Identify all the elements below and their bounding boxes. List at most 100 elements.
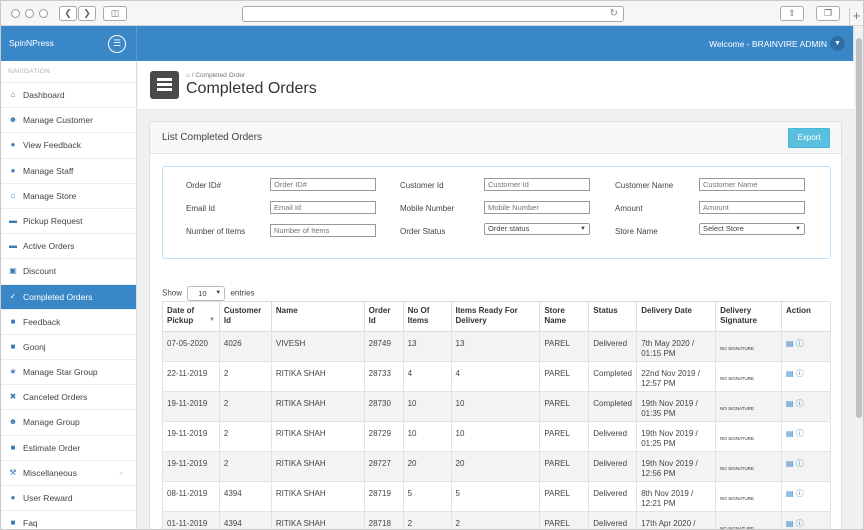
cell-value: 4394 bbox=[223, 519, 242, 528]
column-header[interactable]: Items Ready For Delivery bbox=[450, 301, 541, 332]
customer-name-input[interactable] bbox=[699, 178, 805, 191]
column-header[interactable]: No Of Items bbox=[402, 301, 452, 332]
cell-value: 28727 bbox=[368, 459, 391, 468]
mobile-number-input[interactable] bbox=[484, 201, 590, 214]
sidebar-item-canceled-orders[interactable]: ✖ Canceled Orders bbox=[1, 385, 136, 411]
sidebar-item-label: Faq bbox=[23, 518, 38, 529]
email-id-input[interactable] bbox=[270, 201, 376, 214]
scrollbar-thumb[interactable] bbox=[856, 38, 862, 418]
back-icon[interactable]: ❮ bbox=[59, 6, 77, 21]
table-cell: 2 bbox=[218, 361, 272, 392]
cell-value: 19th Nov 2019 / 01:25 PM bbox=[641, 429, 698, 448]
brand-name[interactable]: SpinNPress bbox=[9, 38, 54, 48]
cell-value: 2 bbox=[223, 429, 229, 438]
view-list-icon[interactable]: ▤ bbox=[785, 519, 796, 528]
cell-value: PAREL bbox=[544, 519, 570, 528]
info-icon[interactable]: ⓘ bbox=[795, 519, 804, 528]
store-name-select[interactable]: Select Store ▼ bbox=[699, 223, 805, 235]
panel-title: List Completed Orders bbox=[162, 132, 263, 143]
sort-desc-icon[interactable]: ▼ bbox=[208, 317, 215, 323]
view-list-icon[interactable]: ▤ bbox=[785, 369, 796, 378]
user-icon: ● bbox=[10, 493, 16, 502]
sidebar-item-user-reward[interactable]: ● User Reward bbox=[1, 486, 136, 512]
view-list-icon[interactable]: ▤ bbox=[785, 399, 796, 408]
column-header[interactable]: Date of Pickup ▼ bbox=[162, 301, 220, 332]
column-header-label: Delivery Signature bbox=[720, 306, 757, 325]
column-header[interactable]: Delivery Date bbox=[636, 301, 717, 332]
minimize-window-icon[interactable] bbox=[25, 9, 34, 18]
page-scrollbar[interactable] bbox=[853, 26, 863, 529]
cell-value: 4 bbox=[407, 369, 413, 378]
view-list-icon[interactable]: ▤ bbox=[785, 459, 796, 468]
page-header: ⌂ / Completed Order Completed Orders bbox=[138, 61, 854, 110]
column-header[interactable]: Customer Id bbox=[218, 301, 272, 332]
sidebar-item-pickup-request[interactable]: ▬ Pickup Request bbox=[1, 209, 136, 235]
column-header[interactable]: Action bbox=[780, 301, 832, 332]
sidebar-item-active-orders[interactable]: ▬ Active Orders bbox=[1, 234, 136, 260]
sidebar-item-view-feedback[interactable]: ● View Feedback bbox=[1, 133, 136, 159]
sidebar-item-manage-store[interactable]: ⌂ Manage Store bbox=[1, 184, 136, 209]
entries-select[interactable]: 10 ▼ bbox=[187, 286, 226, 301]
cell-value: 4394 bbox=[223, 489, 242, 498]
sidebar-item-label: Manage Group bbox=[23, 417, 80, 428]
export-button[interactable]: Export bbox=[788, 128, 830, 148]
table-cell: RITIKA SHAH bbox=[270, 451, 365, 482]
info-icon[interactable]: ⓘ bbox=[795, 459, 804, 468]
cell-value: 20 bbox=[455, 459, 465, 468]
store-name-value: Select Store bbox=[703, 224, 744, 233]
amount-input[interactable] bbox=[699, 201, 805, 214]
column-header[interactable]: Name bbox=[270, 301, 365, 332]
sidebar-item-goonj[interactable]: ■ Goonj bbox=[1, 335, 136, 361]
info-icon[interactable]: ⓘ bbox=[795, 369, 804, 378]
share-icon[interactable]: ⇧ bbox=[780, 6, 804, 21]
table-cell: 28730 bbox=[363, 391, 404, 422]
cell-value: 2 bbox=[223, 369, 229, 378]
table-cell: 22-11-2019 bbox=[162, 361, 220, 392]
column-header[interactable]: Delivery Signature bbox=[715, 301, 782, 332]
order-id-input[interactable] bbox=[270, 178, 376, 191]
info-icon[interactable]: ⓘ bbox=[795, 429, 804, 438]
sidebar-item-discount[interactable]: ▣ Discount bbox=[1, 259, 136, 285]
sidebar-item-manage-star-group[interactable]: ★ Manage Star Group bbox=[1, 360, 136, 386]
table-row: 07-05-2020 4026 VIVESH 28749 13 13 PAREL Delive… bbox=[162, 331, 832, 362]
sidebar-toggle-icon[interactable]: ◫ bbox=[103, 6, 127, 21]
table-header-row: Date of Pickup ▼ Customer Id Name Order Id No… bbox=[162, 301, 832, 332]
forward-icon[interactable]: ❯ bbox=[78, 6, 96, 21]
home-icon[interactable]: ⌂ bbox=[186, 72, 190, 79]
table-cell: 19th Nov 2019 / 01:35 PM bbox=[636, 391, 717, 422]
view-list-icon[interactable]: ▤ bbox=[785, 429, 796, 438]
table-row: 01-11-2019 4394 RITIKA SHAH 28718 2 2 PAREL Del… bbox=[162, 511, 832, 529]
sidebar-item-manage-group[interactable]: ☻ Manage Group bbox=[1, 410, 136, 436]
number-of-items-input[interactable] bbox=[270, 224, 376, 237]
address-bar[interactable]: ↻ bbox=[242, 6, 624, 22]
maximize-window-icon[interactable] bbox=[39, 9, 48, 18]
info-icon[interactable]: ⓘ bbox=[795, 489, 804, 498]
sidebar-item-completed-orders[interactable]: ✓ Completed Orders bbox=[1, 284, 136, 310]
close-window-icon[interactable] bbox=[11, 9, 20, 18]
sidebar-item-feedback[interactable]: ■ Feedback bbox=[1, 310, 136, 335]
cell-value: 28730 bbox=[368, 399, 391, 408]
column-header[interactable]: Status bbox=[588, 301, 638, 332]
column-header[interactable]: Store Name bbox=[539, 301, 590, 332]
book-icon: ■ bbox=[10, 442, 16, 452]
new-tab-icon[interactable]: + bbox=[849, 8, 863, 26]
column-header[interactable]: Order Id bbox=[363, 301, 404, 332]
reload-icon[interactable]: ↻ bbox=[609, 8, 618, 19]
menu-toggle-icon[interactable]: ☰ bbox=[108, 35, 126, 53]
view-list-icon[interactable]: ▤ bbox=[785, 489, 796, 498]
tabs-icon[interactable]: ❐ bbox=[816, 6, 840, 21]
sidebar-item-faq[interactable]: ■ Faq bbox=[1, 511, 136, 529]
sidebar-item-dashboard[interactable]: ⌂ Dashboard bbox=[1, 83, 136, 109]
view-list-icon[interactable]: ▤ bbox=[785, 339, 796, 348]
sidebar-item-manage-staff[interactable]: ● Manage Staff bbox=[1, 159, 136, 184]
table-cell: 22nd Nov 2019 / 12:57 PM bbox=[636, 361, 717, 392]
info-icon[interactable]: ⓘ bbox=[795, 399, 804, 408]
sidebar-item-estimate-order[interactable]: ■ Estimate Order bbox=[1, 436, 136, 461]
sidebar-item-manage-customer[interactable]: ☻ Manage Customer bbox=[1, 108, 136, 134]
cell-value: 08-11-2019 bbox=[167, 489, 208, 498]
customer-id-input[interactable] bbox=[484, 178, 590, 191]
order-status-select[interactable]: Order status ▼ bbox=[484, 223, 590, 235]
sidebar-item-miscellaneous[interactable]: ⚒ Miscellaneous ⌄ bbox=[1, 461, 136, 486]
chevron-down-icon[interactable]: ▼ bbox=[830, 36, 845, 51]
info-icon[interactable]: ⓘ bbox=[795, 339, 804, 348]
